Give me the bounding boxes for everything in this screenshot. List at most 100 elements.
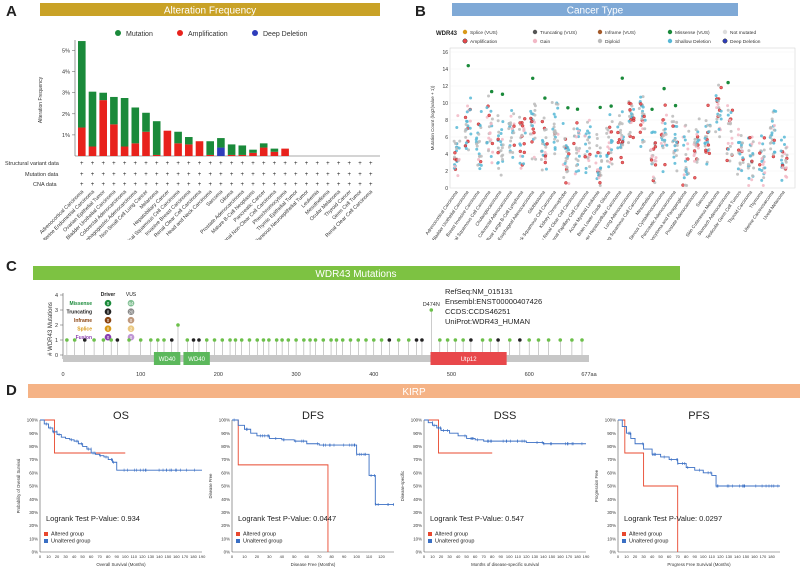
d-xtick-label: 90: [115, 554, 120, 559]
d-xtick-label: 50: [292, 554, 297, 559]
b-legend-swatch: [722, 38, 728, 44]
b-sample-dot: [553, 146, 557, 150]
a-track-marker: +: [348, 172, 352, 178]
c-driver-count-badge: [104, 325, 112, 332]
b-sample-dot: [485, 141, 489, 145]
b-sample-dot: [659, 141, 663, 145]
b-ytick-label: 14: [442, 67, 448, 73]
a-track-marker: +: [155, 161, 159, 167]
b-sample-dot: [751, 151, 755, 155]
b-sample-dot: [707, 151, 711, 156]
c-lollipop-head: [453, 338, 458, 342]
b-sample-dot: [741, 156, 745, 160]
b-sample-dot: [489, 122, 493, 126]
d-xtick-label: 20: [439, 554, 444, 559]
c-vus-count-badge: [127, 325, 135, 332]
b-sample-dot: [475, 144, 479, 148]
a-track-marker: +: [144, 161, 148, 167]
c-lollipop-head: [65, 338, 69, 342]
a-track-marker: +: [273, 161, 277, 167]
b-sample-dot: [620, 160, 625, 165]
b-sample-dot: [653, 130, 657, 134]
c-xtick-label: 100: [136, 372, 145, 378]
b-sample-dot: [750, 142, 754, 146]
d-ytick-label: 60%: [413, 470, 422, 475]
d-ylabel: Disease Free: [208, 473, 213, 499]
b-sample-dot: [761, 142, 765, 146]
b-sample-dot: [552, 140, 556, 144]
b-sample-dot: [717, 106, 721, 110]
b-sample-dot: [565, 166, 569, 170]
c-lollipop-head: [82, 338, 87, 342]
b-sample-dot: [474, 138, 478, 142]
b-sample-dot: [519, 166, 523, 170]
d-legend-unaltered-swatch: [236, 539, 240, 543]
d-xtick-label: 110: [515, 554, 522, 559]
b-sample-dot: [553, 137, 557, 141]
b-sample-dot: [643, 127, 647, 131]
b-sample-dot: [747, 183, 751, 187]
b-sample-dot: [728, 144, 732, 148]
d-xtick-label: 30: [267, 554, 272, 559]
b-sample-dot: [477, 139, 481, 143]
b-sample-dot: [465, 110, 469, 114]
c-vus-header: VUS: [126, 292, 137, 298]
b-sample-dot: [653, 141, 657, 145]
d-ytick-label: 0%: [610, 550, 616, 555]
b-sample-dot: [704, 119, 708, 123]
d-ytick-label: 60%: [607, 470, 616, 475]
a-track-marker: +: [134, 172, 138, 178]
b-sample-dot: [563, 137, 567, 141]
d-ytick-label: 100%: [411, 418, 422, 423]
b-sample-dot: [760, 134, 764, 138]
d-xtick-label: 180: [768, 554, 775, 559]
b-ytick-label: 8: [445, 118, 448, 124]
b-sample-dot: [783, 152, 787, 156]
a-bar-amplification: [131, 143, 140, 156]
a-track-marker: +: [176, 182, 180, 188]
d-xtick-label: 30: [63, 554, 68, 559]
d-xtick-label: 110: [131, 554, 138, 559]
d-xtick-label: 20: [633, 554, 638, 559]
b-legend-label: Not mutated: [730, 30, 756, 36]
panel-a-title: Alteration Frequency: [164, 6, 256, 17]
d-plot-dss: DSS 100% 90% 80% 70% 60% 50% 40% 30% 20% 10% 0%0 10 2…: [400, 410, 590, 567]
b-sample-dot: [500, 146, 504, 150]
c-xtick-label: 677aa: [581, 372, 597, 378]
b-sample-dot: [509, 139, 513, 143]
c-driver-row-label: Missense: [69, 301, 92, 307]
d-xtick-label: 110: [709, 554, 716, 559]
b-missense-dot: [598, 105, 602, 110]
b-sample-dot: [768, 141, 772, 145]
a-bar-amplification: [88, 146, 97, 156]
b-sample-dot: [605, 126, 609, 130]
a-track-marker: +: [326, 182, 330, 188]
b-sample-dot: [452, 139, 456, 143]
c-lollipop-head: [469, 338, 473, 342]
b-sample-dot: [507, 127, 511, 131]
b-sample-dot: [762, 160, 766, 164]
c-lollipop-head: [570, 338, 574, 342]
b-sample-dot: [697, 138, 701, 142]
d-pvalue: Logrank Test P-Value: 0.0447: [238, 514, 336, 523]
a-track-marker: +: [369, 182, 373, 188]
a-bar-amplification: [238, 154, 247, 156]
b-sample-dot: [485, 106, 489, 110]
b-missense-dot: [500, 92, 505, 96]
d-xtick-label: 80: [684, 554, 689, 559]
b-sample-dot: [561, 122, 565, 126]
b-sample-dot: [540, 149, 544, 153]
b-sample-dot: [464, 141, 468, 145]
b-sample-dot: [618, 121, 622, 125]
b-sample-dot: [780, 178, 784, 182]
d-ytick-label: 0%: [416, 550, 422, 555]
c-lollipop-head: [92, 338, 96, 342]
b-sample-dot: [674, 140, 678, 144]
d-ytick-label: 40%: [221, 497, 230, 502]
b-sample-dot: [598, 183, 602, 187]
b-sample-dot: [553, 115, 557, 119]
d-ytick-label: 90%: [413, 431, 422, 436]
b-sample-dot: [584, 166, 588, 170]
d-xtick-label: 70: [481, 554, 486, 559]
c-lollipop-head: [329, 338, 333, 342]
